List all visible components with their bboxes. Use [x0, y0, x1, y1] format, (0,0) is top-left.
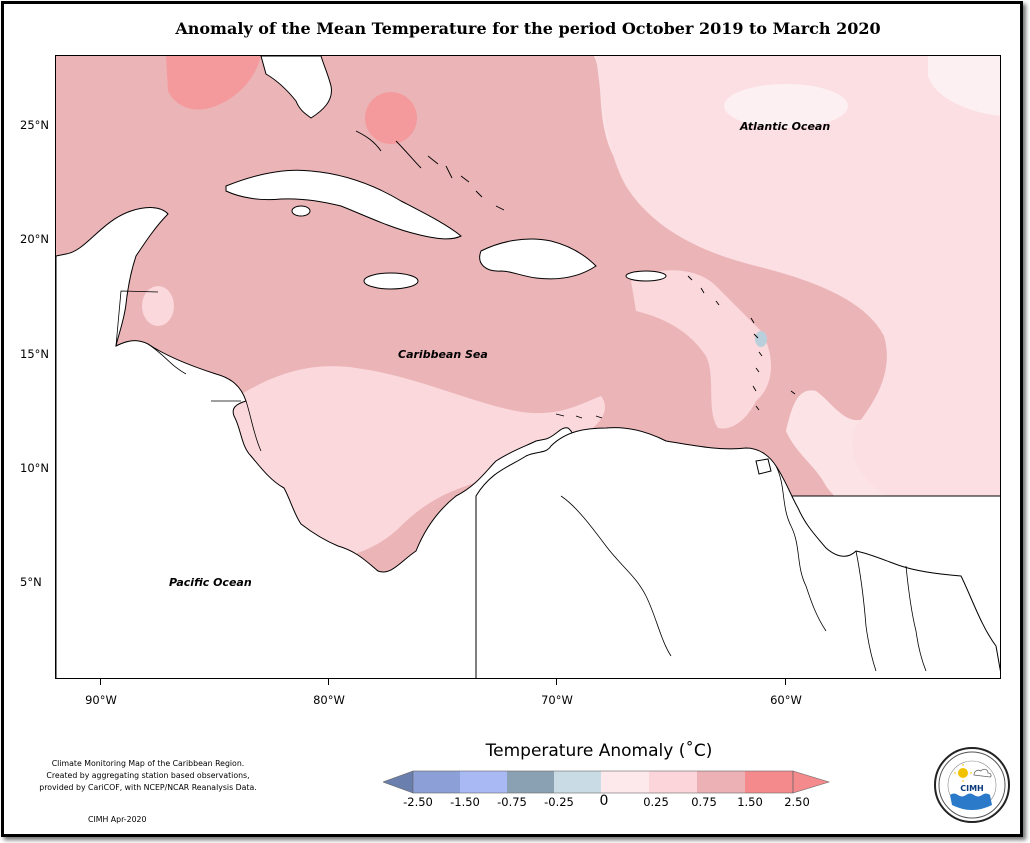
footnote-line-3: provided by CariCOF, with NCEP/NCAR Rean…: [39, 783, 257, 792]
border-central-america: [115, 290, 262, 452]
legend-swatch-6: [649, 771, 697, 793]
lat-tick-15n: 15°N: [20, 347, 61, 361]
lon-tick-mark-90w: [100, 679, 101, 685]
legend-colorbar: [383, 770, 831, 794]
lon-tick-90w: 90°W: [85, 693, 117, 707]
lon-tick-80w: 80°W: [313, 693, 345, 707]
legend-title: Temperature Anomaly (˚C): [485, 741, 713, 761]
anomaly-zone-light-south: [216, 366, 606, 563]
land-puerto-rico: [625, 270, 667, 282]
sun-icon: [958, 768, 968, 778]
lat-tick-25n: 25°N: [20, 118, 61, 132]
legend-swatch-4: [554, 771, 601, 793]
land-jamaica: [363, 272, 419, 290]
anomaly-patch-yucatan-light: [142, 286, 174, 326]
land-trinidad: [755, 458, 772, 475]
anomaly-neg-antilles: [755, 331, 767, 347]
legend-label-3: -0.25: [544, 795, 574, 809]
anomaly-patch-atlantic-low: [724, 84, 848, 128]
lon-tick-mark-70w: [556, 679, 557, 685]
anomaly-patch-antilles: [631, 270, 772, 429]
border-venezuela-guyana: [775, 465, 827, 632]
legend-arrow-low: [383, 770, 414, 794]
country-borders: [115, 290, 927, 672]
border-guyana-suriname: [855, 550, 877, 672]
cimh-logo: CIMH: [934, 747, 1010, 823]
map-footnote: Climate Monitoring Map of the Caribbean …: [28, 758, 268, 794]
border-colombia-venezuela: [560, 495, 672, 657]
lon-tick-60w: 60°W: [770, 693, 802, 707]
land-abc-islands: [555, 413, 603, 419]
footnote-line-2: Created by aggregating station based obs…: [46, 771, 250, 780]
label-atlantic-ocean: Atlantic Ocean: [740, 120, 831, 133]
legend-label-4: 0: [599, 793, 609, 809]
legend-label-5: 0.25: [643, 795, 669, 809]
anomaly-zone-atlantic: [596, 56, 1000, 510]
legend-swatch-3: [507, 771, 554, 793]
land-hispaniola: [479, 238, 597, 280]
small-islands: [355, 130, 796, 419]
legend-outline: [412, 770, 794, 794]
border-suriname-fguiana: [905, 565, 927, 672]
label-caribbean-sea: Caribbean Sea: [398, 348, 488, 361]
legend-swatch-1: [413, 771, 460, 793]
lat-tick-20n: 20°N: [20, 232, 61, 246]
legend-swatch-2: [460, 771, 507, 793]
cimh-logo-graphic: CIMH: [938, 751, 1006, 819]
footnote-credit: CIMH Apr-2020: [88, 815, 147, 824]
map-title: Anomaly of the Mean Temperature for the …: [175, 19, 881, 38]
legend-swatch-8: [745, 771, 793, 793]
legend-label-0: -2.50: [403, 795, 433, 809]
footnote-line-1: Climate Monitoring Map of the Caribbean …: [51, 759, 245, 768]
legend-label-8: 2.50: [784, 795, 810, 809]
land-lesser-antilles: [687, 275, 796, 411]
cloud-icon: [973, 768, 992, 778]
legend-label-1: -1.50: [450, 795, 480, 809]
wave-icon: [950, 793, 992, 810]
logo-text: CIMH: [960, 784, 984, 793]
lat-tick-10n: 10°N: [20, 461, 61, 475]
land-florida: [260, 56, 332, 119]
land-cuba: [225, 169, 462, 240]
lon-tick-mark-80w: [328, 679, 329, 685]
landmasses: [56, 56, 1000, 678]
anomaly-patch-gulf: [166, 56, 261, 110]
anomaly-patch-bahamas: [365, 92, 417, 144]
legend-swatch-7: [697, 771, 745, 793]
legend-swatch-5: [601, 771, 649, 793]
label-pacific-ocean: Pacific Ocean: [169, 576, 252, 589]
legend-label-7: 1.50: [737, 795, 763, 809]
land-bahamas: [355, 130, 505, 211]
land-isla-juventud: [291, 205, 311, 217]
lat-tick-5n: 5°N: [20, 575, 61, 589]
map-canvas: [56, 56, 1000, 678]
legend-label-2: -0.75: [497, 795, 527, 809]
legend-label-6: 0.75: [691, 795, 717, 809]
lon-tick-70w: 70°W: [541, 693, 573, 707]
lon-tick-mark-60w: [785, 679, 786, 685]
anomaly-map: Atlantic Ocean Caribbean Sea Pacific Oce…: [55, 55, 1001, 679]
legend-arrow-high: [792, 770, 831, 794]
anomaly-patch-atlantic-ne: [928, 56, 1000, 116]
